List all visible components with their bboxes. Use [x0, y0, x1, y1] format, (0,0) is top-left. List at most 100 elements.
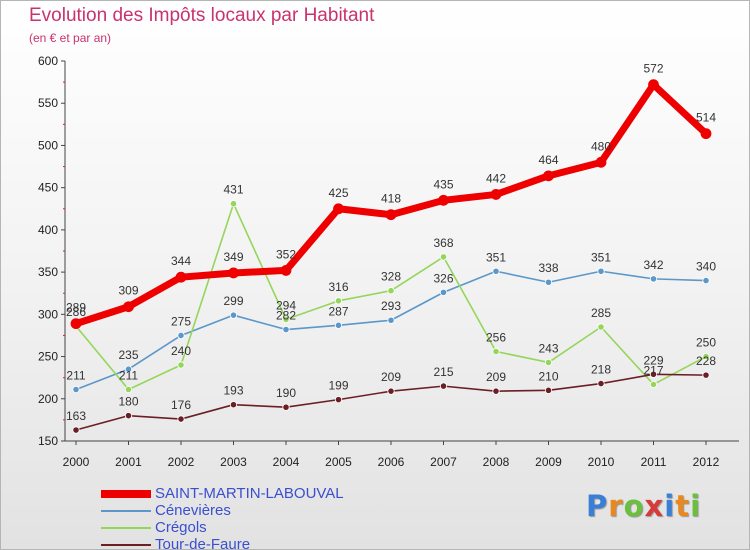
data-point	[282, 325, 290, 334]
data-label: 275	[171, 314, 191, 328]
data-point	[123, 301, 134, 313]
data-label: 328	[381, 270, 401, 284]
data-point	[333, 203, 344, 215]
data-point	[72, 426, 80, 434]
data-label: 180	[118, 395, 138, 409]
logo-letter: i	[664, 489, 676, 523]
data-label: 418	[381, 192, 401, 206]
data-label: 211	[66, 368, 85, 382]
data-point	[177, 361, 185, 369]
data-point	[649, 370, 658, 378]
data-label: 480	[591, 139, 611, 153]
x-tick-label: 2002	[168, 455, 195, 469]
x-tick-label: 2001	[115, 455, 142, 469]
y-tick-label: 400	[38, 223, 58, 237]
data-point	[72, 385, 80, 394]
data-point	[334, 297, 343, 305]
data-label: 425	[328, 186, 348, 200]
data-point	[544, 358, 553, 367]
data-label: 338	[538, 261, 558, 275]
data-point	[544, 278, 553, 286]
data-point	[282, 315, 290, 323]
data-label: 431	[223, 183, 243, 197]
data-label: 209	[486, 370, 506, 384]
data-label: 190	[276, 386, 296, 400]
data-point	[439, 253, 448, 261]
data-label: 250	[696, 336, 716, 350]
data-point	[597, 323, 605, 331]
data-point	[544, 386, 553, 394]
data-label: 289	[66, 301, 86, 315]
x-tick-label: 2008	[483, 455, 510, 469]
x-tick-label: 2003	[220, 455, 247, 469]
legend-label: Tour-de-Faure	[155, 536, 251, 550]
data-label: 256	[486, 330, 506, 344]
data-label: 286	[66, 305, 86, 319]
series-line-2	[75, 202, 707, 391]
data-label: 326	[433, 271, 453, 285]
data-point	[439, 382, 448, 390]
data-point	[229, 200, 238, 208]
x-tick-label: 2006	[378, 455, 405, 469]
logo-letter: i	[690, 489, 702, 523]
data-point	[492, 387, 500, 395]
data-label: 368	[433, 236, 453, 250]
data-label: 342	[643, 258, 663, 272]
x-tick-label: 2000	[63, 455, 90, 469]
data-label: 464	[538, 153, 558, 167]
data-label: 282	[276, 309, 296, 323]
data-point	[385, 209, 397, 221]
data-point	[387, 287, 395, 295]
y-tick-label: 500	[38, 138, 58, 152]
y-tick-label: 150	[38, 434, 58, 448]
data-point	[177, 331, 185, 340]
data-point	[702, 352, 710, 361]
data-point	[597, 267, 605, 275]
data-label: 514	[696, 111, 716, 125]
data-point	[175, 271, 187, 283]
data-label: 199	[328, 379, 348, 393]
legend-swatch	[101, 490, 151, 498]
data-point	[702, 371, 710, 379]
data-label: 299	[223, 294, 243, 308]
data-label: 309	[118, 284, 138, 298]
data-label: 316	[328, 280, 348, 294]
x-tick-label: 2009	[535, 455, 562, 469]
data-point	[282, 403, 290, 411]
series-lines	[70, 79, 712, 434]
data-point	[228, 267, 239, 279]
x-tick-label: 2010	[588, 455, 615, 469]
logo-letter: r	[608, 489, 624, 523]
data-point	[280, 265, 292, 276]
data-labels: 289 309 344 349 352 425 418 435 442 464 480 572 514 2…	[66, 62, 716, 423]
data-label: 163	[66, 409, 86, 423]
y-tick-label: 200	[38, 392, 58, 406]
legend-label: SAINT-MARTIN-LABOUVAL	[155, 485, 344, 502]
legend-swatch	[101, 510, 151, 512]
data-label: 294	[276, 298, 296, 312]
data-label: 176	[171, 398, 191, 412]
logo-letter: o	[623, 489, 645, 523]
data-label: 442	[486, 171, 506, 185]
data-point	[70, 318, 82, 330]
legend-swatch	[101, 544, 151, 546]
data-point	[648, 79, 659, 91]
data-label: 349	[223, 250, 243, 264]
data-label: 351	[486, 250, 506, 264]
x-tick-label: 2012	[693, 455, 720, 469]
data-label: 243	[538, 341, 558, 355]
data-label: 285	[591, 306, 611, 320]
x-tick-label: 2011	[641, 455, 667, 469]
data-point	[334, 321, 343, 329]
data-label: 340	[696, 260, 716, 274]
data-point	[597, 379, 605, 388]
data-label: 572	[643, 62, 663, 76]
data-point	[387, 387, 395, 395]
logo-letter: t	[675, 489, 691, 523]
data-point	[490, 189, 502, 200]
y-tick-label: 300	[38, 307, 58, 321]
data-point	[438, 194, 449, 206]
data-point	[700, 128, 712, 140]
data-point	[439, 288, 448, 296]
